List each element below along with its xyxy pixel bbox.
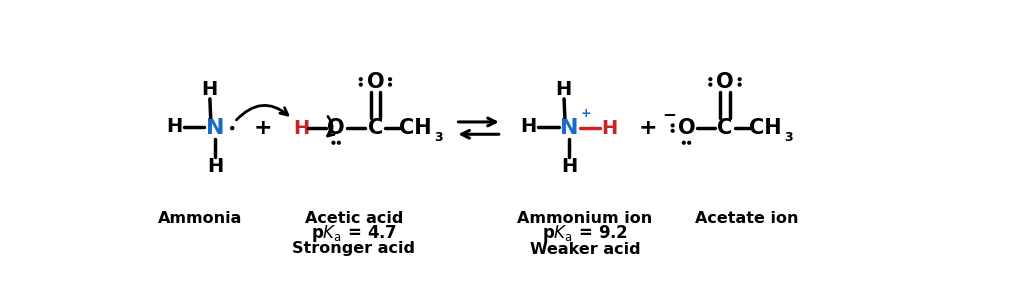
- Text: H: H: [561, 157, 578, 176]
- Text: −: −: [663, 105, 677, 123]
- Text: +: +: [581, 107, 591, 120]
- Circle shape: [230, 127, 233, 130]
- Circle shape: [682, 141, 685, 144]
- Text: N: N: [206, 118, 224, 138]
- Text: 3: 3: [434, 131, 442, 144]
- Text: H: H: [166, 117, 182, 136]
- Text: O: O: [367, 72, 384, 92]
- Text: Stronger acid: Stronger acid: [293, 241, 416, 257]
- Text: H: H: [601, 119, 617, 138]
- Text: O: O: [678, 118, 695, 138]
- Circle shape: [738, 78, 741, 81]
- Text: Ammonia: Ammonia: [158, 211, 242, 226]
- Circle shape: [672, 130, 674, 132]
- Text: Acetic acid: Acetic acid: [305, 211, 403, 226]
- Circle shape: [709, 83, 712, 86]
- Text: p$\mathit{K}$$_\mathrm{a}$ = 9.2: p$\mathit{K}$$_\mathrm{a}$ = 9.2: [542, 223, 628, 244]
- Circle shape: [359, 83, 362, 86]
- Text: H: H: [201, 80, 217, 99]
- Text: CH: CH: [749, 118, 781, 138]
- Text: H: H: [555, 80, 571, 99]
- Circle shape: [332, 141, 335, 144]
- Text: Ammonium ion: Ammonium ion: [517, 211, 652, 226]
- Circle shape: [230, 127, 233, 130]
- Circle shape: [338, 141, 340, 144]
- Text: +: +: [639, 118, 657, 138]
- Circle shape: [738, 83, 741, 86]
- Text: H: H: [207, 157, 223, 176]
- Circle shape: [688, 141, 690, 144]
- Text: C: C: [368, 118, 383, 138]
- Circle shape: [672, 124, 674, 127]
- Text: 3: 3: [783, 131, 793, 144]
- Text: H: H: [293, 119, 309, 138]
- Circle shape: [709, 78, 712, 81]
- Text: CH: CH: [399, 118, 432, 138]
- FancyArrowPatch shape: [328, 116, 334, 136]
- Text: +: +: [254, 118, 272, 138]
- Text: N: N: [560, 118, 579, 138]
- Text: Acetate ion: Acetate ion: [695, 211, 799, 226]
- Circle shape: [389, 78, 391, 81]
- Text: O: O: [716, 72, 734, 92]
- Circle shape: [389, 83, 391, 86]
- Text: H: H: [520, 117, 537, 136]
- Circle shape: [359, 78, 362, 81]
- Text: p$\mathit{K}$$_\mathrm{a}$ = 4.7: p$\mathit{K}$$_\mathrm{a}$ = 4.7: [310, 223, 397, 244]
- Text: Weaker acid: Weaker acid: [529, 241, 640, 257]
- FancyArrowPatch shape: [237, 105, 288, 120]
- Text: C: C: [718, 118, 732, 138]
- Text: O: O: [328, 118, 345, 138]
